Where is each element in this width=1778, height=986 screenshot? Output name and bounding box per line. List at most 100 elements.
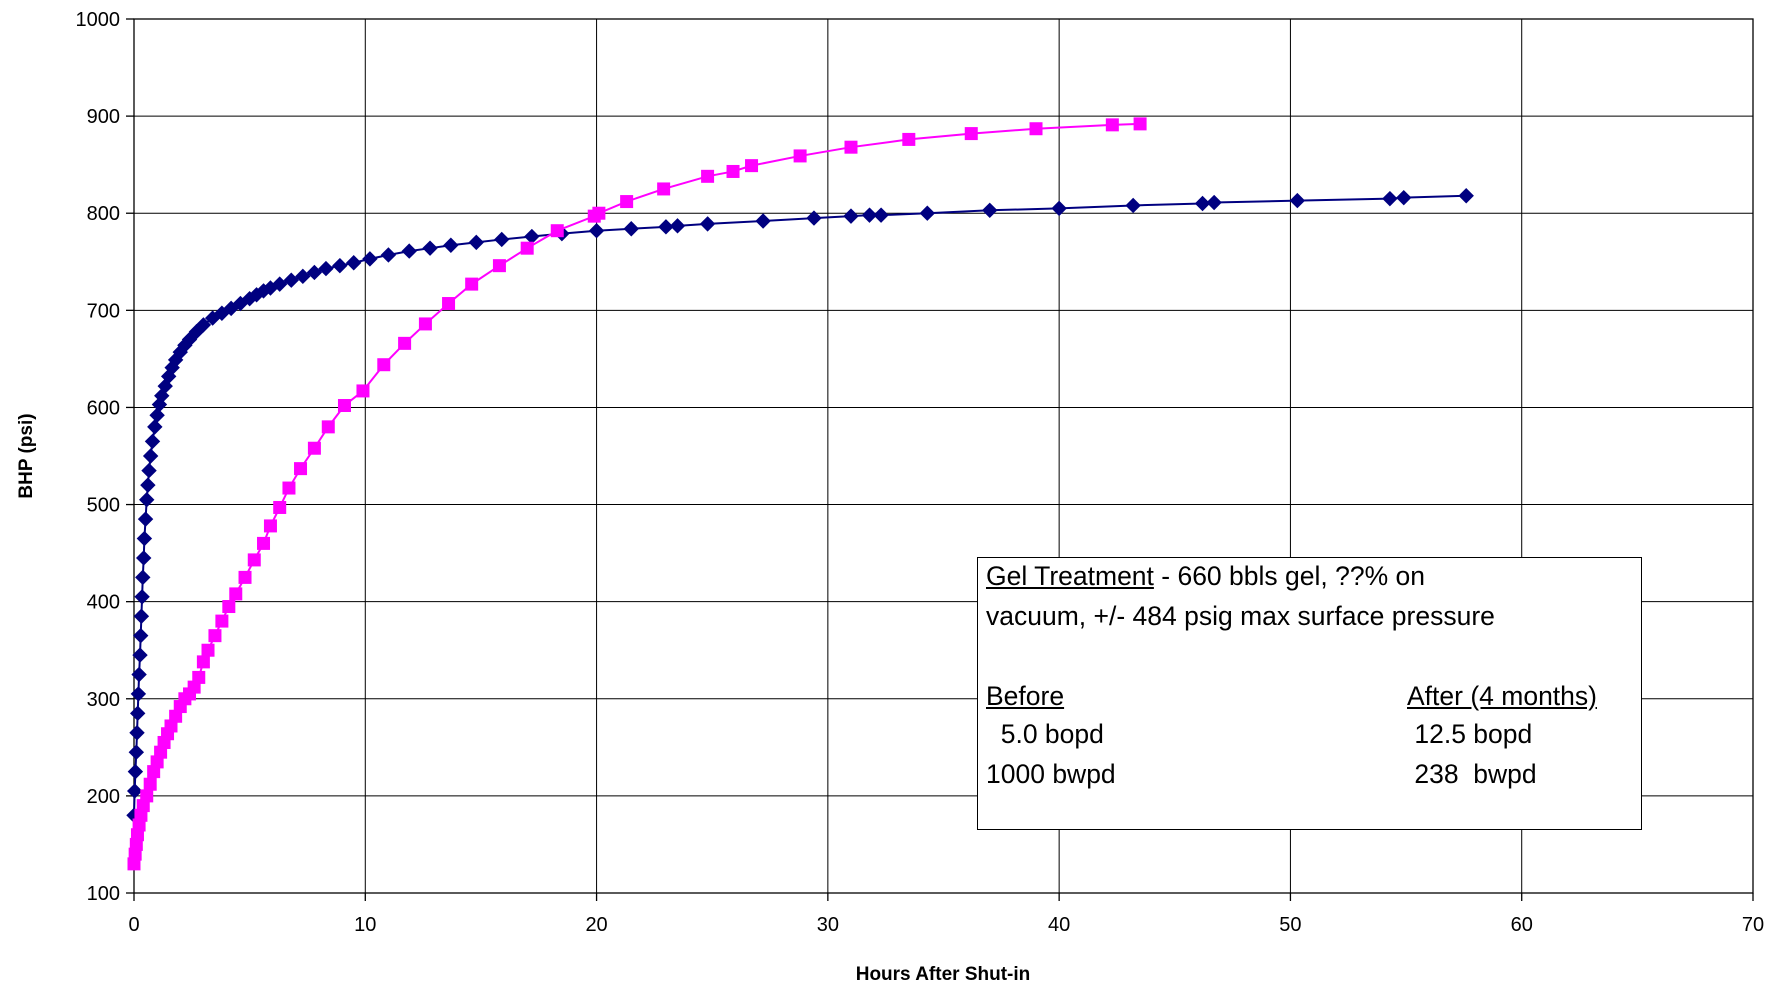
data-point-diamond [861,207,878,223]
data-point-square [1029,122,1043,136]
data-point-diamond [669,218,686,234]
data-point-diamond [494,231,510,248]
data-point-diamond [141,462,157,479]
data-point-diamond [181,331,198,348]
data-point-diamond [699,216,716,232]
x-tick-label: 50 [1279,914,1301,936]
data-point-diamond [129,725,145,741]
data-point-diamond [136,550,152,566]
data-point-diamond [142,448,159,464]
annotation-after-header: After (4 months) [1407,681,1597,711]
data-point-square [844,140,858,154]
data-point-diamond [443,237,459,253]
data-point-square [294,462,308,476]
data-point-square [356,384,370,398]
annotation-line2: vacuum, +/- 484 psig max surface pressur… [986,601,1495,631]
data-point-diamond [135,569,151,586]
data-point-diamond [919,205,936,221]
data-point-diamond [1289,192,1306,209]
data-point-diamond [127,763,144,780]
data-point-diamond [139,491,155,508]
data-point-square [192,670,206,684]
data-point-square [793,149,807,163]
x-tick-label: 0 [128,914,139,936]
data-point-diamond [380,247,397,263]
data-point-square [520,241,534,255]
data-point-square [337,399,351,413]
data-point-diamond [806,210,822,226]
annotation-title-line: Gel Treatment - 660 bbls gel, ??% on [986,561,1425,591]
data-point-diamond [401,243,417,259]
y-tick-label: 400 [87,592,120,614]
y-tick-label: 300 [87,689,120,711]
data-point-square [273,500,287,514]
x-tick-label: 20 [585,914,607,936]
data-point-square [215,614,229,628]
series-1 [126,188,1474,824]
data-point-square [1133,117,1147,131]
data-point-diamond [658,219,674,235]
data-point-diamond [422,240,438,256]
y-tick-label: 1000 [76,9,121,31]
data-point-square [592,206,606,220]
series-2 [127,117,1147,871]
data-point-square [222,600,236,614]
y-tick-label: 100 [87,883,120,905]
data-point-diamond [272,276,288,292]
data-point-diamond [1125,197,1141,214]
y-tick-label: 600 [87,397,120,419]
x-tick-label: 40 [1048,914,1070,936]
data-point-diamond [149,407,165,423]
y-axis-title: BHP (psi) [16,413,37,498]
data-point-square [257,536,271,550]
data-point-square [550,224,564,238]
annotation-title-rest: - 660 bbls gel, ??% on [1153,561,1425,591]
data-point-diamond [130,686,147,702]
annotation-title-underlined: Gel Treatment [986,561,1154,591]
data-point-square [143,777,157,791]
data-point-diamond [318,260,334,277]
annotation-box: Gel Treatment - 660 bbls gel, ??% on vac… [977,557,1642,830]
data-point-square [196,655,210,669]
data-point-square [701,169,715,183]
tick-labels: 100 200 300 400 500 600 700 800 900 1000 0 10 20 30 40… [76,9,1765,936]
data-point-diamond [1194,195,1211,212]
data-point-diamond [147,419,163,435]
data-point-diamond [1206,194,1222,211]
data-point-diamond [346,255,362,271]
data-point-square [902,132,916,146]
data-point-square [492,259,506,273]
data-point-diamond [126,783,143,799]
data-point-square [465,277,479,291]
data-point-diamond [1051,200,1067,217]
y-tick-label: 200 [87,786,120,808]
data-point-diamond [140,477,156,493]
data-point-diamond [1458,188,1474,204]
data-point-diamond [332,257,348,274]
x-axis-title: Hours After Shut-in [856,964,1031,985]
data-point-square [208,629,222,643]
data-point-diamond [133,627,149,644]
data-point-diamond [144,433,161,450]
annotation-after-line1: 12.5 bopd [1407,719,1533,749]
x-tick-label: 10 [354,914,376,936]
data-point-diamond [136,530,153,547]
y-tick-label: 700 [87,300,120,322]
x-tick-label: 70 [1742,914,1764,936]
data-point-square [657,182,671,196]
data-point-square [247,553,261,567]
data-point-diamond [755,213,771,229]
data-point-diamond [1396,189,1412,206]
data-point-square [1105,118,1119,132]
data-point-diamond [132,647,148,663]
data-point-diamond [873,207,889,223]
data-point-diamond [128,744,145,760]
plot-border [133,18,1754,894]
data-point-diamond [362,251,378,267]
data-point-diamond [283,272,299,288]
data-point-square [964,127,978,141]
data-point-square [201,643,215,657]
data-point-square [745,159,759,173]
y-tick-label: 800 [87,203,120,225]
x-tick-label: 60 [1511,914,1533,936]
